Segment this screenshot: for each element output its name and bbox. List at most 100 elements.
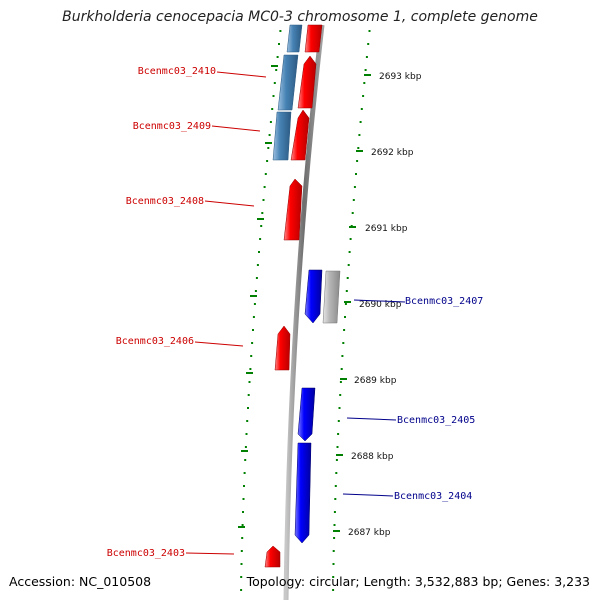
ruler-dot-right [346, 277, 349, 279]
ruler-dot-left [248, 381, 251, 383]
tick-label: 2689 kbp [354, 376, 397, 386]
ruler-dot-right [339, 394, 342, 396]
label-bcenmc03-2404[interactable]: Bcenmc03_2404 [394, 491, 472, 502]
ruler-dot-right [362, 95, 365, 97]
ruler-dot-left [276, 56, 279, 58]
ruler-dot-left [279, 30, 282, 32]
ruler-dot-left [240, 576, 243, 578]
gene-bcenmc03-2410-box[interactable] [277, 54, 299, 111]
ruler-dot-left [258, 251, 260, 253]
ruler-dot-right [344, 316, 346, 318]
ruler-dot-left [253, 303, 256, 305]
accession-label: Accession: NC_010508 [9, 574, 152, 589]
gene-bcenmc03-2405[interactable] [297, 387, 316, 442]
ruler-dot-right [332, 563, 335, 565]
ruler-dot-left [267, 147, 270, 149]
ruler-dot-left [255, 277, 258, 279]
label-bcenmc03-2409[interactable]: Bcenmc03_2409 [133, 121, 211, 132]
label-bcenmc03-2410[interactable]: Bcenmc03_2410 [138, 66, 216, 77]
ruler-dot-right [358, 134, 361, 136]
ruler-dot-right [332, 576, 335, 578]
ruler-dot-left [272, 95, 275, 97]
label-bcenmc03-2407[interactable]: Bcenmc03_2407 [405, 296, 483, 307]
ruler-dot-right [347, 264, 350, 266]
ruler-dot-left [249, 368, 252, 370]
gene-bcenmc03-2406[interactable] [274, 325, 291, 371]
ruler-dot-right [364, 69, 367, 71]
ruler-dot-left [240, 563, 243, 565]
ruler-dot-left [243, 472, 246, 474]
ruler-dot-right [356, 160, 359, 162]
ruler-dot-left [264, 173, 267, 175]
gene-bcenmc03-2408[interactable] [283, 178, 303, 241]
tick-label: 2687 kbp [348, 528, 391, 538]
gene-bcenmc03-2404[interactable] [294, 442, 312, 544]
ruler-dot-right [338, 407, 341, 409]
ruler-dot-right [365, 56, 368, 58]
ruler-dot-right [333, 537, 336, 539]
ruler-dot-right [360, 108, 363, 110]
ruler-dot-right [337, 420, 340, 422]
ruler-dot-right [332, 550, 335, 552]
gene-bcenmc03-2407[interactable] [304, 269, 323, 324]
ruler-dot-left [254, 290, 257, 292]
ruler-dot-left [252, 329, 254, 331]
ruler-dot-left [247, 394, 250, 396]
ruler-dot-left [244, 459, 247, 461]
ruler-dot-left [266, 160, 269, 162]
ruler-dot-right [352, 199, 355, 201]
ruler-dot-left [269, 121, 272, 123]
gene-bcenmc03-2410-highlight[interactable] [286, 24, 303, 53]
tick-label: 2688 kbp [351, 452, 394, 462]
ruler-dot-right [353, 186, 356, 188]
ruler-dot-left [252, 316, 255, 318]
ruler-dot-left [246, 420, 249, 422]
ruler-dot-left [268, 134, 271, 136]
gene-bcenmc03-2403[interactable] [264, 545, 281, 568]
labels-left: Bcenmc03_2410 Bcenmc03_2409 Bcenmc03_240… [107, 66, 267, 559]
gene-bcenmc03-2409-box[interactable] [272, 111, 292, 161]
ruler-dot-left [240, 589, 243, 591]
ruler-dot-left [259, 238, 262, 240]
ruler-dot-right [335, 472, 338, 474]
ruler-dot-left [240, 550, 243, 552]
topology-label: Topology: circular; Length: 3,532,883 bp… [246, 574, 590, 589]
tick-label: 2691 kbp [365, 224, 408, 234]
map-title: Burkholderia cenocepacia MC0-3 chromosom… [62, 9, 538, 25]
ruler-dot-left [241, 537, 244, 539]
ruler-dot-right [341, 355, 344, 357]
gene-features-right [294, 269, 341, 544]
ruler-dot-right [343, 329, 346, 331]
ruler-dot-right [334, 485, 337, 487]
ruler-dot-left [247, 407, 249, 409]
ruler-dot-right [334, 498, 337, 500]
ruler-dot-right [367, 43, 370, 45]
ruler-dot-left [275, 69, 278, 71]
ruler-dot-right [363, 82, 366, 84]
label-bcenmc03-2406[interactable]: Bcenmc03_2406 [116, 336, 194, 347]
gene-red-2409[interactable] [290, 109, 310, 161]
ruler-dot-right [333, 511, 336, 513]
ruler-dot-left [273, 82, 276, 84]
label-bcenmc03-2408[interactable]: Bcenmc03_2408 [126, 196, 204, 207]
ruler-dot-right [337, 433, 340, 435]
gene-bcenmc03-2407-pseudo[interactable] [322, 270, 341, 324]
ruler-dot-right [359, 121, 362, 123]
ruler-dot-right [345, 290, 348, 292]
ruler-dot-left [260, 225, 263, 227]
ruler-dot-right [335, 459, 338, 461]
gene-red-2410[interactable] [297, 55, 317, 109]
ruler-dot-right [351, 212, 354, 214]
ruler-dot-left [244, 446, 247, 448]
ruler-dot-left [256, 264, 259, 266]
ruler-dot-left [278, 43, 280, 45]
ruler-dot-left [250, 355, 253, 357]
label-bcenmc03-2405[interactable]: Bcenmc03_2405 [397, 415, 475, 426]
gene-red-top[interactable] [304, 24, 323, 53]
label-bcenmc03-2403[interactable]: Bcenmc03_2403 [107, 548, 185, 559]
tick-label: 2692 kbp [371, 148, 414, 158]
ruler-dot-left [261, 212, 264, 214]
ruler-dot-right [357, 147, 360, 149]
gene-features-top [264, 24, 323, 568]
